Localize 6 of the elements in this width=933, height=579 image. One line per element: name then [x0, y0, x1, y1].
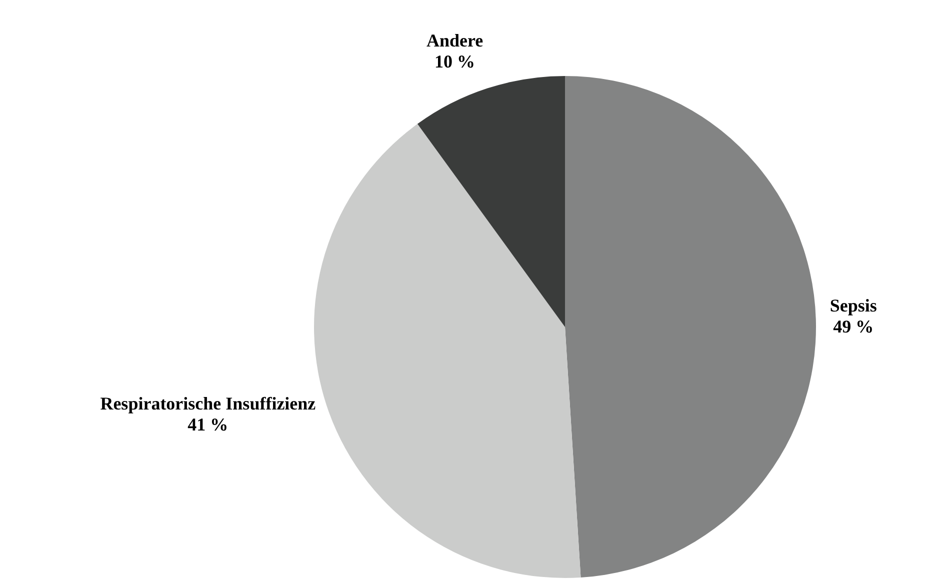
data-label: 49 %	[833, 316, 874, 336]
slice-label: Sepsis	[830, 295, 877, 316]
data-label: 10 %	[434, 52, 476, 72]
data-label: 41 %	[188, 414, 228, 434]
slice-label: Respiratorische Insuffizienz	[100, 393, 316, 414]
slice-label: Andere	[426, 30, 484, 51]
